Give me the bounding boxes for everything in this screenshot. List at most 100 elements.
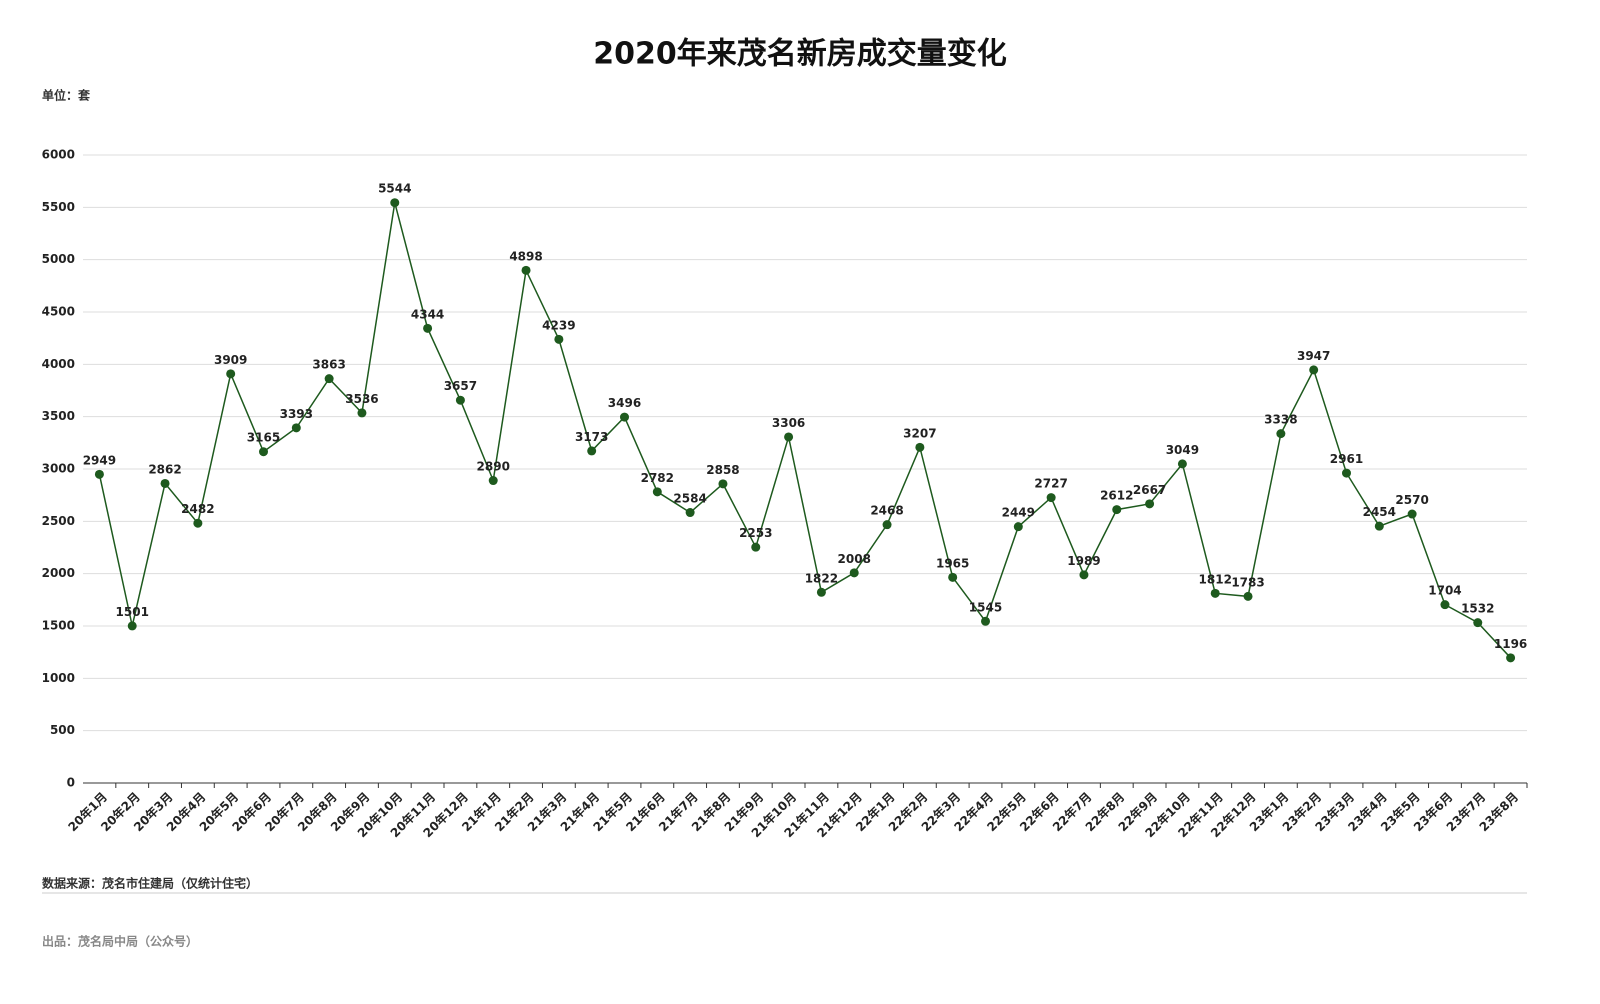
data-label: 2961 [1330, 452, 1363, 466]
data-point [390, 198, 400, 208]
data-label: 1704 [1428, 584, 1461, 598]
unit-label: 单位：套 [42, 88, 91, 103]
data-point [1046, 493, 1056, 503]
data-label: 2727 [1034, 477, 1067, 491]
data-point [685, 508, 695, 518]
data-label: 1822 [805, 571, 838, 585]
data-point [324, 374, 334, 384]
y-tick-label: 5000 [42, 252, 75, 266]
y-tick-label: 0 [67, 776, 75, 790]
chart-title: 2020年来茂名新房成交量变化 [593, 37, 1007, 72]
data-label: 1545 [969, 600, 1002, 614]
data-label: 1812 [1199, 572, 1232, 586]
data-point [259, 447, 268, 457]
data-point [981, 616, 990, 626]
y-tick-label: 4500 [42, 305, 75, 319]
data-point [423, 323, 433, 333]
data-point [718, 479, 728, 489]
data-point [948, 572, 958, 582]
data-point [1210, 588, 1220, 598]
data-point [1342, 468, 1351, 478]
data-label: 3657 [444, 379, 477, 393]
data-label: 1783 [1231, 575, 1264, 589]
y-tick-label: 500 [50, 723, 75, 737]
data-label: 3863 [312, 358, 345, 372]
data-label: 1532 [1461, 602, 1494, 616]
data-label: 2454 [1363, 505, 1396, 519]
data-label: 2862 [148, 462, 181, 476]
data-label: 2858 [706, 463, 739, 477]
data-label: 2584 [673, 492, 706, 506]
data-point [1145, 499, 1155, 509]
data-label: 1501 [116, 605, 149, 619]
y-tick-label: 3000 [42, 462, 75, 476]
data-point [1473, 618, 1483, 628]
data-point [1013, 522, 1023, 532]
y-tick-label: 6000 [42, 148, 75, 162]
line-series [98, 202, 1512, 659]
data-point [620, 412, 629, 422]
data-point [1276, 429, 1286, 439]
data-point [455, 395, 465, 405]
data-label: 2949 [83, 453, 116, 467]
data-point [488, 476, 498, 486]
y-tick-label: 4000 [42, 357, 75, 371]
data-point [94, 469, 104, 479]
data-point [521, 265, 531, 275]
y-tick-label: 2500 [42, 514, 75, 528]
data-point [1177, 459, 1187, 469]
data-label: 2008 [838, 552, 871, 566]
data-label: 3947 [1297, 349, 1330, 363]
data-label: 3173 [575, 430, 608, 444]
data-point [1440, 600, 1450, 610]
producer-note: 出品：茂名局中局（公众号） [42, 934, 198, 949]
data-point [784, 432, 794, 442]
data-point [751, 542, 761, 552]
data-label: 3207 [903, 426, 936, 440]
data-label: 1196 [1494, 637, 1527, 651]
data-point [1243, 591, 1253, 601]
data-point [357, 408, 367, 418]
y-tick-label: 2000 [42, 566, 75, 580]
data-point [1374, 521, 1384, 531]
data-point [652, 487, 662, 497]
data-point [1407, 509, 1417, 519]
data-point [193, 518, 203, 528]
y-tick-label: 3500 [42, 409, 75, 423]
data-point [882, 520, 892, 530]
data-label: 3393 [280, 407, 313, 421]
data-point [915, 442, 925, 452]
data-point [1079, 570, 1089, 580]
y-tick-label: 1000 [42, 671, 75, 685]
y-tick-label: 5500 [42, 200, 75, 214]
data-label: 1989 [1067, 554, 1100, 568]
data-label: 4239 [542, 318, 575, 332]
data-point [226, 369, 236, 379]
data-label: 3536 [345, 392, 378, 406]
source-note: 数据来源：茂名市住建局（仅统计住宅） [42, 876, 258, 891]
data-label: 3338 [1264, 413, 1297, 427]
data-label: 2482 [181, 502, 214, 516]
data-point [1506, 653, 1516, 663]
data-point [127, 621, 137, 631]
data-point [849, 568, 859, 578]
data-label: 3165 [247, 431, 280, 445]
data-label: 2253 [739, 526, 772, 540]
data-point [291, 423, 301, 433]
data-label: 2782 [641, 471, 674, 485]
data-label: 3496 [608, 396, 641, 410]
data-point [1112, 505, 1122, 515]
data-point [1309, 365, 1319, 375]
data-label: 5544 [378, 182, 411, 196]
data-label: 4898 [509, 249, 542, 263]
data-label: 4344 [411, 307, 444, 321]
data-label: 2449 [1002, 506, 1035, 520]
data-label: 3049 [1166, 443, 1199, 457]
data-label: 3909 [214, 353, 247, 367]
data-point [587, 446, 597, 456]
data-label: 3306 [772, 416, 805, 430]
data-label: 2612 [1100, 489, 1133, 503]
data-label: 2667 [1133, 483, 1166, 497]
data-point [554, 334, 564, 344]
